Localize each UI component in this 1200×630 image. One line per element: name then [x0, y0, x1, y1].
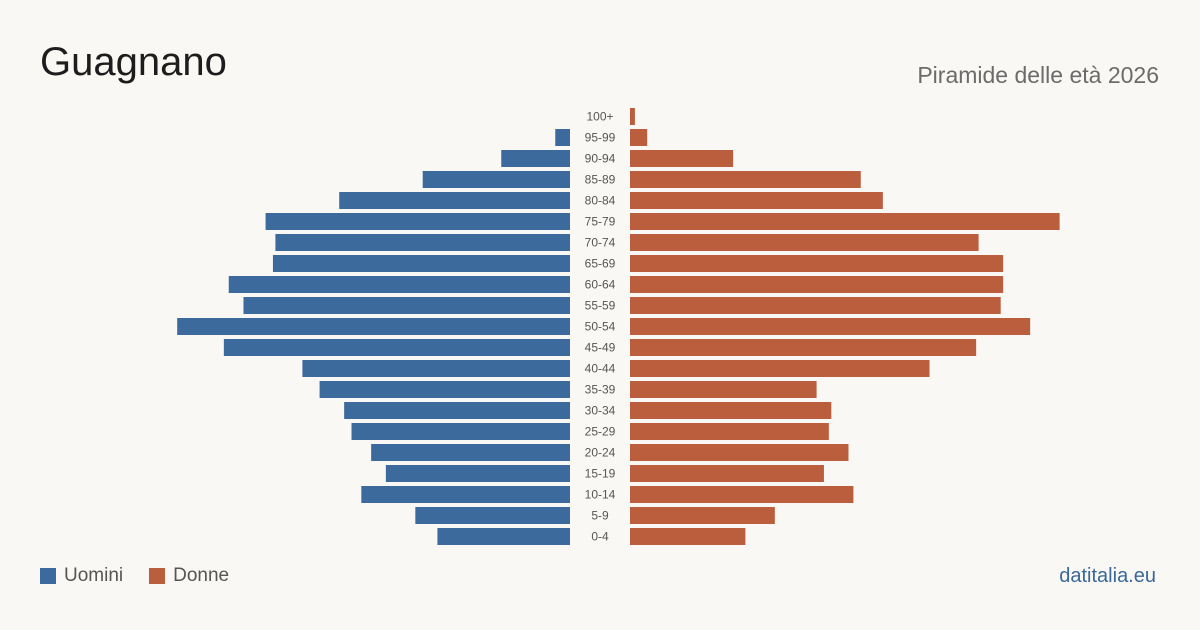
bar-women-15-19 [630, 465, 824, 482]
bar-women-35-39 [630, 381, 817, 398]
bar-women-95-99 [630, 129, 648, 146]
age-label-25-29: 25-29 [585, 425, 616, 439]
age-label-95-99: 95-99 [585, 131, 616, 145]
bar-women-40-44 [630, 360, 930, 377]
age-label-45-49: 45-49 [585, 341, 616, 355]
age-label-0-4: 0-4 [591, 530, 609, 544]
age-label-85-89: 85-89 [585, 173, 616, 187]
age-label-5-9: 5-9 [591, 509, 609, 523]
bar-men-95-99 [555, 129, 570, 146]
bar-women-100+ [630, 108, 635, 125]
bar-men-25-29 [351, 423, 570, 440]
chart-title: Guagnano [40, 40, 227, 84]
legend-swatch-women [149, 568, 166, 584]
bar-women-80-84 [630, 192, 883, 209]
bar-women-70-74 [630, 234, 979, 251]
bar-men-90-94 [501, 150, 570, 167]
bar-men-85-89 [422, 171, 570, 188]
bar-women-75-79 [630, 213, 1060, 230]
age-label-10-14: 10-14 [585, 488, 616, 502]
bar-women-25-29 [630, 423, 829, 440]
bar-men-15-19 [385, 465, 570, 482]
age-label-75-79: 75-79 [585, 215, 616, 229]
bar-men-65-69 [272, 255, 570, 272]
legend-label-men: Uomini [64, 565, 124, 586]
bar-men-40-44 [302, 360, 570, 377]
bar-men-50-54 [177, 318, 570, 335]
bar-men-45-49 [223, 339, 570, 356]
bar-men-10-14 [361, 486, 570, 503]
age-label-100+: 100+ [586, 110, 613, 124]
legend-swatch-men [40, 568, 56, 584]
legend: Uomini Donne [40, 565, 255, 587]
age-label-20-24: 20-24 [585, 446, 616, 460]
source-link[interactable]: datitalia.eu [1059, 565, 1156, 587]
bar-men-80-84 [339, 192, 570, 209]
bar-men-5-9 [415, 507, 570, 524]
age-label-55-59: 55-59 [585, 299, 616, 313]
age-label-50-54: 50-54 [585, 320, 616, 334]
age-label-30-34: 30-34 [585, 404, 616, 418]
age-label-65-69: 65-69 [585, 257, 616, 271]
bar-women-85-89 [630, 171, 861, 188]
bar-women-65-69 [630, 255, 1004, 272]
legend-item-men: Uomini [40, 565, 123, 587]
bar-men-60-64 [228, 276, 570, 293]
bar-women-90-94 [630, 150, 734, 167]
age-label-60-64: 60-64 [585, 278, 616, 292]
legend-item-women: Donne [149, 565, 229, 587]
bar-men-75-79 [265, 213, 570, 230]
bar-men-0-4 [437, 528, 570, 545]
bar-women-5-9 [630, 507, 775, 524]
bar-women-0-4 [630, 528, 746, 545]
age-label-15-19: 15-19 [585, 467, 616, 481]
bar-men-20-24 [371, 444, 570, 461]
bar-women-20-24 [630, 444, 849, 461]
chart-subtitle: Piramide delle età 2026 [917, 62, 1159, 88]
age-label-70-74: 70-74 [585, 236, 616, 250]
bar-men-70-74 [275, 234, 570, 251]
bar-men-30-34 [344, 402, 570, 419]
bar-women-45-49 [630, 339, 977, 356]
bar-men-55-59 [243, 297, 571, 314]
bar-women-10-14 [630, 486, 854, 503]
age-label-90-94: 90-94 [585, 152, 616, 166]
bar-women-50-54 [630, 318, 1031, 335]
bar-men-35-39 [319, 381, 570, 398]
bar-women-55-59 [630, 297, 1001, 314]
age-label-80-84: 80-84 [585, 194, 616, 208]
age-label-35-39: 35-39 [585, 383, 616, 397]
age-label-40-44: 40-44 [585, 362, 616, 376]
legend-label-women: Donne [173, 565, 230, 586]
bar-women-30-34 [630, 402, 832, 419]
bar-women-60-64 [630, 276, 1004, 293]
